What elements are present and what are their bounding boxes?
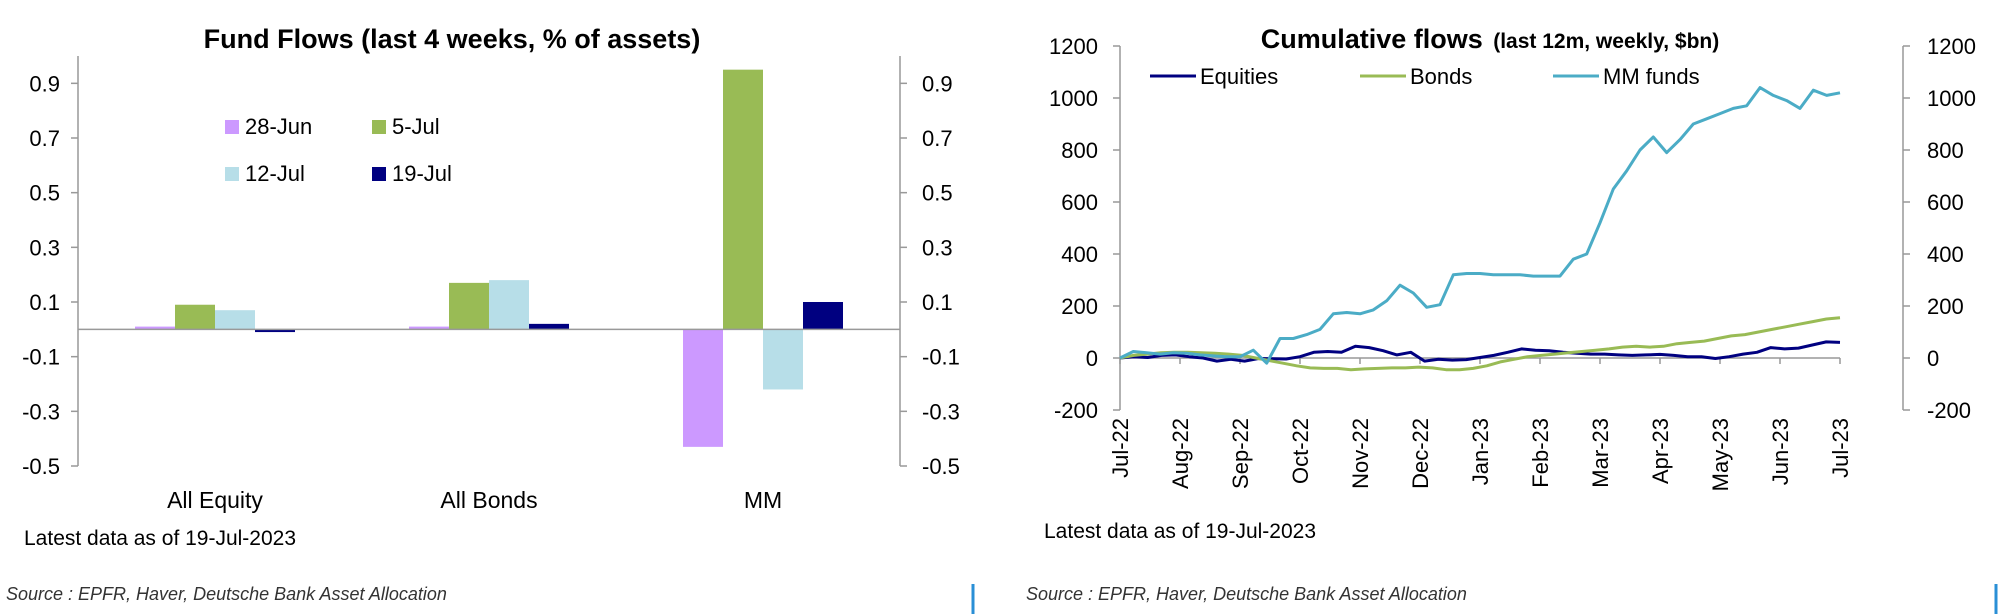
- y-tick-label-right: 1200: [1927, 34, 1976, 59]
- y-tick-label-left: 800: [1061, 138, 1098, 163]
- bar-19-jul-all-equity: [255, 329, 295, 333]
- y-tick-label-left: 1200: [1049, 34, 1098, 59]
- legend-swatch: [225, 167, 239, 181]
- x-tick-label: Dec-22: [1408, 418, 1433, 489]
- source-note: Source : EPFR, Haver, Deutsche Bank Asse…: [6, 584, 447, 604]
- y-tick-label-right: -200: [1927, 398, 1971, 423]
- y-tick-label-left: 0.7: [29, 126, 60, 151]
- x-tick-label: Feb-23: [1528, 418, 1553, 488]
- x-tick-label: Jul-23: [1828, 418, 1853, 478]
- y-tick-label-left: 0.3: [29, 235, 60, 260]
- latest-data-note: Latest data as of 19-Jul-2023: [24, 527, 296, 550]
- y-tick-label-right: 0.9: [922, 71, 953, 96]
- category-labels: All Equity All Bonds MM: [167, 487, 782, 513]
- y-tick-label-left: 1000: [1049, 86, 1098, 111]
- y-tick-label-left: 0.9: [29, 71, 60, 96]
- x-tick-label: Aug-22: [1168, 418, 1193, 489]
- fund-flows-title: Fund Flows (last 4 weeks, % of assets): [204, 24, 701, 54]
- category-label: All Bonds: [440, 487, 537, 513]
- x-tick-label: Nov-22: [1348, 418, 1373, 489]
- x-tick-label: Mar-23: [1588, 418, 1613, 488]
- x-tick-label: Jul-22: [1108, 418, 1133, 478]
- x-tick-label: Sep-22: [1228, 418, 1253, 489]
- bar-5-jul-all-equity: [175, 304, 215, 330]
- cumulative-title-suffix: (last 12m, weekly, $bn): [1493, 30, 1719, 53]
- legend-swatch: [372, 120, 386, 134]
- y-tick-label-left: -200: [1054, 398, 1098, 423]
- y-tick-label-left: -0.3: [22, 399, 60, 424]
- legend-swatch: [225, 120, 239, 134]
- cumulative-flows-title: Cumulative flows (last 12m, weekly, $bn): [1261, 24, 1720, 54]
- x-tick-label: Jun-23: [1768, 418, 1793, 485]
- bar-12-jul-all-bonds: [489, 280, 529, 330]
- source-note: Source : EPFR, Haver, Deutsche Bank Asse…: [1026, 584, 1467, 604]
- y-tick-label-right: 200: [1927, 294, 1964, 319]
- y-ticks: -200 -200 0 0 200 200 400 400 600 600 800 800 1000 10…: [1049, 34, 1976, 423]
- x-tick-label: Jan-23: [1468, 418, 1493, 485]
- legend-label: Bonds: [1410, 64, 1472, 89]
- y-tick-label-left: 0: [1086, 346, 1098, 371]
- category-label: MM: [744, 487, 782, 513]
- y-tick-label-right: 400: [1927, 242, 1964, 267]
- y-tick-label-left: 200: [1061, 294, 1098, 319]
- x-ticks: Jul-22 Aug-22 Sep-22 Oct-22 Nov-22 Dec-22 Jan-…: [1108, 358, 1853, 491]
- latest-data-note: Latest data as of 19-Jul-2023: [1044, 520, 1316, 543]
- x-tick-label: Apr-23: [1648, 418, 1673, 484]
- series-line-mm-funds: [1119, 86, 1841, 365]
- bar-19-jul-mm: [803, 302, 843, 330]
- bar-12-jul-mm: [763, 329, 803, 390]
- y-tick-label-right: -0.3: [922, 399, 960, 424]
- y-tick-label-left: 600: [1061, 190, 1098, 215]
- y-tick-label-right: 0.7: [922, 126, 953, 151]
- y-tick-label-right: 600: [1927, 190, 1964, 215]
- x-tick-label: Oct-22: [1288, 418, 1313, 484]
- legend: Equities Bonds MM funds: [1150, 64, 1700, 89]
- cumulative-title-main: Cumulative flows: [1261, 24, 1483, 54]
- legend-swatch: [372, 167, 386, 181]
- legend-label: 19-Jul: [392, 161, 452, 186]
- y-tick-label-left: 0.1: [29, 290, 60, 315]
- bar-5-jul-mm: [723, 69, 763, 330]
- y-tick-label-left: -0.1: [22, 345, 60, 370]
- y-tick-label-left: -0.5: [22, 454, 60, 479]
- bar-19-jul-all-bonds: [529, 323, 569, 330]
- y-tick-label-right: 0.1: [922, 290, 953, 315]
- legend-label: 12-Jul: [245, 161, 305, 186]
- bar-5-jul-all-bonds: [449, 282, 489, 330]
- series-line-equities: [1119, 340, 1841, 363]
- x-tick-label: May-23: [1708, 418, 1733, 491]
- bar-group: [135, 69, 843, 447]
- legend-label: 28-Jun: [245, 114, 312, 139]
- y-tick-label-left: 400: [1061, 242, 1098, 267]
- y-tick-label-right: -0.1: [922, 345, 960, 370]
- y-tick-label-right: -0.5: [922, 454, 960, 479]
- cumulative-flows-chart: Cumulative flows (last 12m, weekly, $bn)…: [1026, 24, 1998, 614]
- legend-label: MM funds: [1603, 64, 1700, 89]
- bar-28-jun-mm: [683, 329, 723, 447]
- bar-28-jun-all-equity: [135, 326, 175, 330]
- y-tick-label-left: 0.5: [29, 181, 60, 206]
- line-group: [1119, 86, 1841, 372]
- y-tick-label-right: 1000: [1927, 86, 1976, 111]
- category-label: All Equity: [167, 487, 263, 513]
- fund-flows-chart: Fund Flows (last 4 weeks, % of assets) -…: [6, 24, 975, 614]
- y-ticks: -0.5 -0.5 -0.3 -0.3 -0.1 -0.1 0.1 0.1 0.3 0.3 0.5 0…: [22, 71, 960, 479]
- legend: 28-Jun 5-Jul 12-Jul 19-Jul: [225, 114, 452, 186]
- legend-label: Equities: [1200, 64, 1278, 89]
- bar-12-jul-all-equity: [215, 310, 255, 330]
- y-tick-label-right: 0.3: [922, 235, 953, 260]
- y-tick-label-right: 0: [1927, 346, 1939, 371]
- legend-label: 5-Jul: [392, 114, 440, 139]
- y-tick-label-right: 0.5: [922, 181, 953, 206]
- y-tick-label-right: 800: [1927, 138, 1964, 163]
- bar-28-jun-all-bonds: [409, 326, 449, 330]
